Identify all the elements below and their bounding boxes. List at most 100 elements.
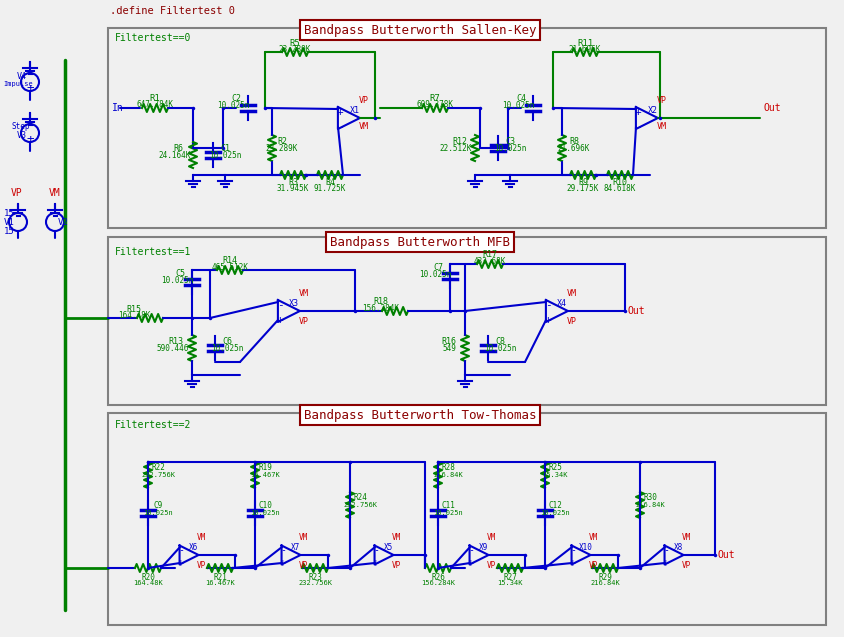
- Text: 15.34K: 15.34K: [497, 580, 522, 586]
- Text: -: -: [337, 122, 344, 132]
- Text: 21.696K: 21.696K: [569, 45, 601, 54]
- Text: -: -: [178, 545, 184, 555]
- Text: -: -: [663, 545, 669, 555]
- Text: 10.025n: 10.025n: [433, 510, 463, 516]
- Text: +: +: [277, 315, 284, 325]
- Text: 10.025n: 10.025n: [502, 101, 534, 110]
- Text: X9: X9: [479, 543, 489, 552]
- Text: R11: R11: [577, 38, 593, 48]
- Text: 91.725K: 91.725K: [314, 183, 346, 192]
- Text: R26: R26: [431, 573, 445, 582]
- Text: V4: V4: [17, 71, 27, 80]
- Text: R1: R1: [149, 94, 160, 103]
- Text: C3: C3: [505, 136, 515, 145]
- Text: C9: C9: [154, 501, 163, 510]
- Text: R7: R7: [430, 94, 441, 103]
- Text: VM: VM: [392, 534, 401, 543]
- Text: 216.84K: 216.84K: [636, 502, 665, 508]
- Text: -: -: [277, 300, 284, 310]
- Text: R18: R18: [374, 296, 388, 306]
- Text: R20: R20: [141, 573, 155, 582]
- Text: Impulse: Impulse: [3, 81, 33, 87]
- Text: X10: X10: [579, 543, 593, 552]
- Text: 164.48K: 164.48K: [118, 310, 150, 320]
- Bar: [108, 237, 826, 405]
- Text: 10.025n: 10.025n: [208, 150, 241, 159]
- Text: R13: R13: [169, 336, 183, 345]
- Text: R29: R29: [598, 573, 612, 582]
- Text: VP: VP: [392, 561, 401, 569]
- Text: 10.025n: 10.025n: [484, 343, 517, 352]
- Text: 24.164K: 24.164K: [159, 150, 192, 159]
- Text: R6: R6: [173, 143, 183, 152]
- Text: X1: X1: [350, 106, 360, 115]
- Text: VM: VM: [657, 122, 667, 131]
- Text: R21: R21: [213, 573, 227, 582]
- Text: +: +: [635, 107, 641, 117]
- Text: C10: C10: [258, 501, 272, 510]
- Text: 10.025n: 10.025n: [540, 510, 570, 516]
- Text: +: +: [570, 558, 576, 568]
- Bar: [108, 413, 826, 625]
- Text: VM: VM: [588, 534, 598, 543]
- Text: VP: VP: [681, 561, 690, 569]
- Text: +: +: [26, 132, 34, 145]
- Text: R17: R17: [483, 250, 497, 259]
- Text: R8: R8: [569, 136, 579, 145]
- Text: C6: C6: [222, 336, 232, 345]
- Text: X4: X4: [557, 299, 567, 308]
- Text: C2: C2: [231, 94, 241, 103]
- Text: Bandpass Butterworth MFB: Bandpass Butterworth MFB: [330, 236, 510, 248]
- Text: R2: R2: [277, 136, 287, 145]
- Text: X5: X5: [384, 543, 393, 552]
- Text: 84.618K: 84.618K: [603, 183, 636, 192]
- Text: R27: R27: [503, 573, 517, 582]
- Text: R16: R16: [441, 336, 457, 345]
- Text: R25: R25: [548, 464, 562, 473]
- Text: R4: R4: [325, 178, 335, 187]
- Text: 10.025n: 10.025n: [494, 143, 526, 152]
- Text: R15: R15: [127, 304, 142, 313]
- Text: C7: C7: [433, 262, 443, 271]
- Text: R10: R10: [613, 178, 627, 187]
- Text: C1: C1: [220, 143, 230, 152]
- Text: 10.025n: 10.025n: [250, 510, 280, 516]
- Text: C11: C11: [441, 501, 455, 510]
- Text: 15: 15: [3, 227, 14, 236]
- Text: Bandpass Butterworth Sallen-Key: Bandpass Butterworth Sallen-Key: [304, 24, 536, 36]
- Text: VP: VP: [588, 561, 598, 569]
- Text: VM: VM: [197, 534, 206, 543]
- Text: 16.467K: 16.467K: [250, 472, 280, 478]
- Text: 216.84K: 216.84K: [433, 472, 463, 478]
- Text: 23.289K: 23.289K: [279, 45, 311, 54]
- Text: 10.025n: 10.025n: [143, 510, 173, 516]
- Text: VM: VM: [681, 534, 690, 543]
- Text: 156.284K: 156.284K: [363, 303, 399, 313]
- Text: +: +: [468, 558, 474, 568]
- Text: 15: 15: [3, 208, 14, 217]
- Text: 31.945K: 31.945K: [277, 183, 309, 192]
- Text: Filtertest==0: Filtertest==0: [115, 33, 192, 43]
- Text: X6: X6: [189, 543, 198, 552]
- Text: Out: Out: [628, 306, 646, 316]
- Text: +: +: [178, 558, 184, 568]
- Text: 15.34K: 15.34K: [542, 472, 568, 478]
- Text: 10.025n: 10.025n: [217, 101, 249, 110]
- Text: -: -: [26, 120, 34, 132]
- Text: -: -: [373, 545, 379, 555]
- Text: -: -: [280, 545, 286, 555]
- Text: 232.756K: 232.756K: [298, 580, 332, 586]
- Text: 164.48K: 164.48K: [133, 580, 163, 586]
- Text: Filtertest==1: Filtertest==1: [115, 247, 192, 257]
- Text: +: +: [373, 558, 379, 568]
- Text: -: -: [468, 545, 474, 555]
- Text: +: +: [544, 315, 551, 325]
- Text: -: -: [570, 545, 576, 555]
- Text: 609.378K: 609.378K: [416, 99, 453, 108]
- Text: R24: R24: [353, 494, 367, 503]
- Text: -: -: [635, 122, 641, 132]
- Text: Out: Out: [718, 550, 736, 560]
- Text: VP: VP: [299, 561, 307, 569]
- Text: +: +: [663, 558, 669, 568]
- Text: 433.68K: 433.68K: [473, 257, 506, 266]
